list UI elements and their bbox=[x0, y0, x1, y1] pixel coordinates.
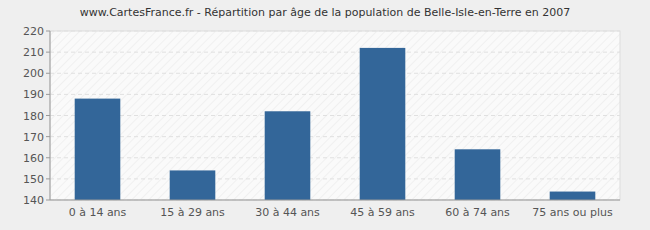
y-tick-label: 170 bbox=[23, 131, 44, 144]
x-axis bbox=[50, 200, 620, 201]
tick-mark bbox=[46, 157, 50, 158]
y-tick-label: 180 bbox=[23, 110, 44, 123]
x-tick-label: 75 ans ou plus bbox=[532, 206, 613, 219]
bar bbox=[75, 99, 121, 200]
grid-line bbox=[50, 73, 620, 74]
bars bbox=[75, 48, 596, 200]
grid-line bbox=[50, 52, 620, 53]
bar bbox=[360, 48, 406, 200]
grid-line bbox=[50, 94, 620, 95]
y-tick-label: 190 bbox=[23, 88, 44, 101]
y-axis bbox=[50, 31, 51, 200]
title: www.CartesFrance.fr - Répartition par âg… bbox=[80, 6, 571, 19]
x-tick-label: 15 à 29 ans bbox=[160, 206, 225, 219]
x-tick-label: 30 à 44 ans bbox=[255, 206, 320, 219]
y-tick-label: 140 bbox=[23, 194, 44, 207]
tick-mark bbox=[46, 115, 50, 116]
grid-line bbox=[50, 178, 620, 179]
grid-line bbox=[50, 115, 620, 116]
grid-line bbox=[50, 31, 620, 32]
plot-area bbox=[50, 31, 620, 200]
grid-line bbox=[50, 157, 620, 158]
grid-line bbox=[50, 200, 620, 201]
background bbox=[0, 0, 650, 230]
y-tick-label: 220 bbox=[23, 25, 44, 38]
bar bbox=[170, 170, 216, 200]
y-tick-label: 200 bbox=[23, 67, 44, 80]
y-tick-label: 160 bbox=[23, 152, 44, 165]
tick-mark bbox=[46, 94, 50, 95]
y-tick-label: 210 bbox=[23, 46, 44, 59]
y-tick-label: 150 bbox=[23, 173, 44, 186]
tick-mark bbox=[46, 73, 50, 74]
grid-line bbox=[50, 136, 620, 137]
tick-mark bbox=[46, 52, 50, 53]
x-tick-label: 0 à 14 ans bbox=[69, 206, 127, 219]
x-tick-label: 60 à 74 ans bbox=[445, 206, 510, 219]
tick-mark bbox=[46, 31, 50, 32]
bar bbox=[550, 192, 596, 200]
bar bbox=[455, 149, 501, 200]
tick-mark bbox=[46, 178, 50, 179]
tick-mark bbox=[46, 136, 50, 137]
bar bbox=[265, 111, 311, 200]
tick-mark bbox=[46, 200, 50, 201]
x-tick-label: 45 à 59 ans bbox=[350, 206, 415, 219]
